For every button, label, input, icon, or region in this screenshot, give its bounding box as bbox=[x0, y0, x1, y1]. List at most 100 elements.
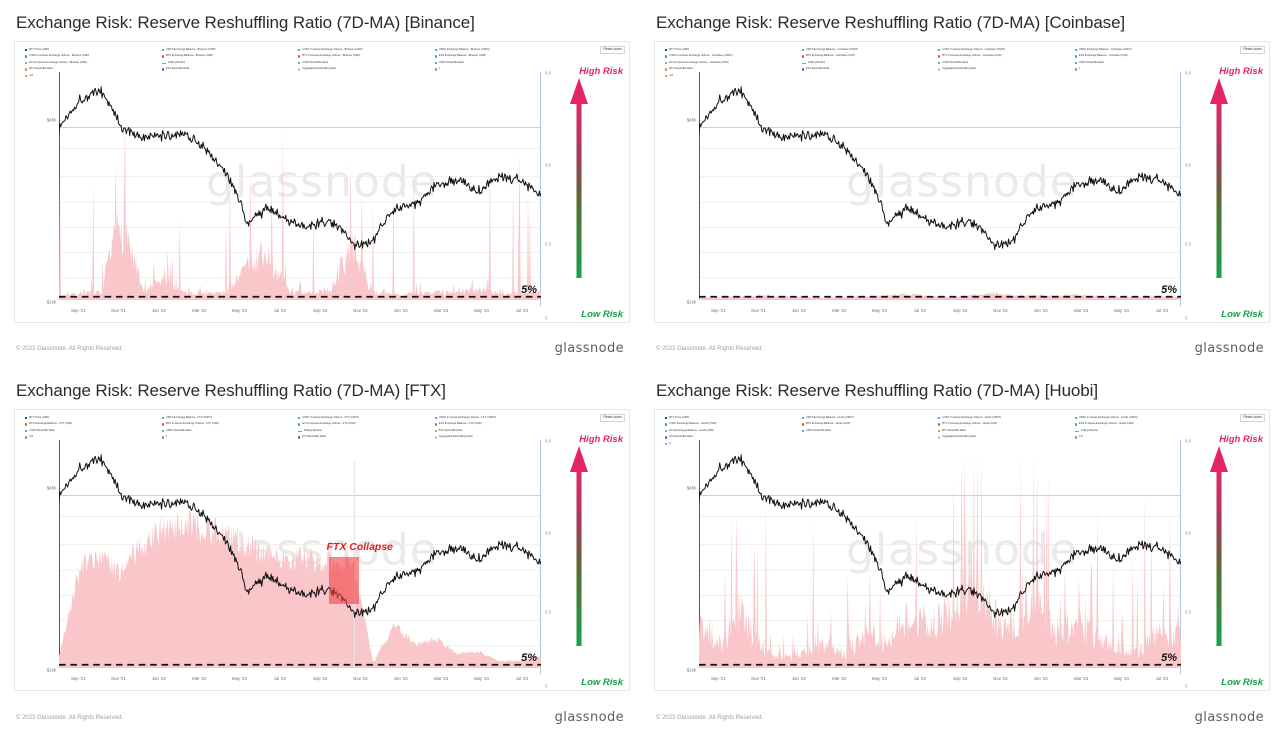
y-axis-left-line bbox=[59, 440, 60, 668]
legend-item-label: ETH Exchange Balance - Binance (USD) bbox=[438, 54, 487, 58]
legend-item-label: Rolling Window bbox=[1080, 428, 1099, 432]
legend-item[interactable]: USDC Reshuffle Ratio bbox=[938, 60, 1073, 66]
legend-item[interactable]: USDT Reshuffle Ratio bbox=[1074, 60, 1210, 66]
legend-item[interactable]: USDT In-House Exchange Volume - Huobi (U… bbox=[938, 415, 1073, 421]
plot-area[interactable]: FTX Collapse bbox=[59, 452, 541, 668]
legend-dot-marker bbox=[938, 423, 941, 426]
reset-zoom-button[interactable]: Reset zoom bbox=[1239, 414, 1265, 422]
legend-item-label: USDC In-House Exchange Volume - Binance … bbox=[29, 54, 90, 58]
legend-item[interactable]: Aggregated Reshuffling Ratio bbox=[938, 66, 1073, 72]
legend-item[interactable]: 0 bbox=[161, 434, 297, 440]
legend-item[interactable]: BTC In-House Exchange Volume - Binance (… bbox=[298, 53, 433, 59]
legend-item-label: 0.8 bbox=[29, 435, 33, 439]
legend-item[interactable]: BTC Price (USD) bbox=[25, 415, 160, 421]
chart-container[interactable]: BTC Price (USD) USDC In-House Exchange Vo… bbox=[654, 41, 1270, 323]
legend-item[interactable]: BTC Exchange Balance - Coinbase (USD) bbox=[801, 53, 937, 59]
legend-item[interactable]: BTC Exchange Balance - FTX (USD) bbox=[25, 421, 160, 427]
legend-dot-marker bbox=[25, 74, 28, 78]
legend-item[interactable]: 0 bbox=[665, 441, 800, 447]
legend-item[interactable]: Aggregated Reshuffling Ratio bbox=[298, 66, 433, 72]
plot-area[interactable] bbox=[699, 452, 1181, 668]
chart-container[interactable]: BTC Price (USD) USDT Exchange Balance - H… bbox=[654, 409, 1270, 691]
legend-item[interactable]: USDC Exchange Balance - Coinbase (USDC) bbox=[1074, 47, 1210, 53]
x-axis-tick: Nov '22 bbox=[993, 308, 1008, 313]
legend-item[interactable]: ETH Exchange Balance - Coinbase (USD) bbox=[1074, 53, 1210, 59]
legend-item[interactable]: Rolling Window bbox=[1074, 428, 1210, 434]
legend-item[interactable]: BTC Price (USD) bbox=[665, 47, 800, 53]
chart-container[interactable]: BTC Price (USD) USDC In-House Exchange Vo… bbox=[14, 41, 630, 323]
legend-item[interactable]: BTC Price (USD) bbox=[25, 47, 160, 53]
legend-dot-marker bbox=[801, 68, 804, 71]
legend-item[interactable]: USDT Exchange Balance - Coinbase (USDT) bbox=[801, 47, 937, 53]
legend-item[interactable]: USDT Exchange Balance - Huobi (USDT) bbox=[665, 421, 800, 427]
legend-item[interactable]: BTC In-House Exchange Volume - Coinbase … bbox=[938, 53, 1073, 59]
legend-item[interactable]: USDT Exchange Balance - FTX (USDT) bbox=[161, 415, 297, 421]
legend-item[interactable]: Rolling Window bbox=[801, 60, 937, 66]
legend-item[interactable]: USDT Reshuffle Ratio bbox=[25, 428, 160, 434]
threshold-label: 5% bbox=[521, 652, 537, 664]
legend-item[interactable]: USDC Exchange Balance - Binance (USDC) bbox=[434, 47, 570, 53]
legend-item[interactable]: Aggregated Reshuffling Ratio bbox=[938, 434, 1073, 440]
glassnode-logo: glassnode bbox=[1194, 341, 1264, 356]
x-axis: Sep '21 Nov '21 Jan '22 Mar '22 May '22 Jul '… bbox=[59, 674, 541, 688]
legend-item[interactable]: ETH Exchange Balance - Binance (USD) bbox=[434, 53, 570, 59]
legend-item[interactable]: ETH In-House Exchange Volume - Coinbase … bbox=[665, 60, 800, 66]
legend-item[interactable]: USDC In-House Exchange Volume - FTX (USD… bbox=[434, 415, 570, 421]
legend-item[interactable]: BTC In-House Exchange Volume - Huobi (US… bbox=[938, 421, 1073, 427]
legend-item[interactable]: ETH Reshuffle Ratio bbox=[298, 434, 433, 440]
legend-item[interactable]: USDT In-House Exchange Volume - Binance … bbox=[298, 47, 433, 53]
legend-item[interactable]: BTC Reshuffle Ratio bbox=[25, 66, 160, 72]
gridline bbox=[699, 544, 1181, 546]
legend-dot-marker bbox=[434, 68, 437, 71]
reset-zoom-button[interactable]: Reset zoom bbox=[599, 414, 625, 422]
legend-item[interactable]: BTC Exchange Balance - Huobi (USD) bbox=[801, 421, 937, 427]
legend-item[interactable]: 0.8 bbox=[665, 73, 800, 79]
panel-title: Exchange Risk: Reserve Reshuffling Ratio… bbox=[656, 381, 1098, 400]
y-axis-right-tick: 0 bbox=[545, 683, 548, 689]
legend-item[interactable]: BTC Reshuffle Ratio bbox=[665, 66, 800, 72]
legend-column: USDT In-House Exchange Volume - Coinbase… bbox=[938, 47, 1073, 79]
legend-item[interactable]: ETH In-House Exchange Volume - Binance (… bbox=[25, 60, 160, 66]
legend-item[interactable]: USDC In-House Exchange Volume - Coinbase… bbox=[665, 53, 800, 59]
legend-item[interactable]: USDT Reshuffle Ratio bbox=[801, 428, 937, 434]
legend-item[interactable]: USDT Exchange Balance - Huobi (USDT) bbox=[801, 415, 937, 421]
legend-item[interactable]: 0.8 bbox=[25, 73, 160, 79]
legend-dot-marker bbox=[298, 61, 301, 65]
legend-item[interactable]: Rolling Window bbox=[161, 60, 297, 66]
legend-dot-marker bbox=[665, 68, 668, 71]
plot-area[interactable] bbox=[59, 84, 541, 300]
legend-item[interactable]: USDT Exchange Balance - Binance (USDT) bbox=[161, 47, 297, 53]
legend-dot-marker bbox=[665, 423, 668, 426]
legend-item[interactable]: USDC Reshuffle Ratio bbox=[161, 428, 297, 434]
legend-item[interactable]: BTC Price (USD) bbox=[665, 415, 800, 421]
legend-item[interactable]: ETH Reshuffle Ratio bbox=[801, 66, 937, 72]
legend-item[interactable]: USDC Reshuffle Ratio bbox=[298, 60, 433, 66]
legend-item[interactable]: ETH Exchange Balance - FTX (USD) bbox=[434, 421, 570, 427]
legend-item[interactable]: ETH Reshuffle Ratio bbox=[161, 66, 297, 72]
legend-item[interactable]: USDC In-House Exchange Volume - Huobi (U… bbox=[1074, 415, 1210, 421]
gridline bbox=[59, 148, 541, 150]
legend-item[interactable]: ETH In-House Exchange Volume - Huobi (US… bbox=[1074, 421, 1210, 427]
legend-item-label: Aggregated Reshuffling Ratio bbox=[942, 435, 977, 439]
legend-item[interactable]: BTC Exchange Balance - Binance (USD) bbox=[161, 53, 297, 59]
y-axis-left-line bbox=[699, 72, 700, 300]
legend-item[interactable]: USDT In-House Exchange Volume - FTX (USD… bbox=[298, 415, 433, 421]
plot-area[interactable] bbox=[699, 84, 1181, 300]
legend-item[interactable]: ETH In-House Exchange Volume - FTX (USD) bbox=[298, 421, 433, 427]
legend-item[interactable]: USDC In-House Exchange Volume - Binance … bbox=[25, 53, 160, 59]
legend-item[interactable]: BTC Reshuffle Ratio bbox=[434, 428, 570, 434]
y-axis-right-tick: 0.6 bbox=[1185, 530, 1191, 536]
x-axis-tick: Sep '21 bbox=[711, 308, 726, 313]
reset-zoom-button[interactable]: Reset zoom bbox=[599, 46, 625, 54]
legend-item[interactable]: USDT Reshuffle Ratio bbox=[434, 60, 570, 66]
legend-item[interactable]: ETH Exchange Balance - Huobi (USD) bbox=[665, 428, 800, 434]
legend-item[interactable]: 0.8 bbox=[25, 434, 160, 440]
legend-item[interactable]: BTC Reshuffle Ratio bbox=[938, 428, 1073, 434]
reset-zoom-button[interactable]: Reset zoom bbox=[1239, 46, 1265, 54]
legend-item[interactable]: USDT In-House Exchange Volume - Coinbase… bbox=[938, 47, 1073, 53]
chart-container[interactable]: BTC Price (USD) BTC Exchange Balance - FT… bbox=[14, 409, 630, 691]
legend-item-label: BTC In-House Exchange Volume - Huobi (US… bbox=[942, 422, 998, 426]
legend-item[interactable]: ETH Reshuffle Ratio bbox=[665, 434, 800, 440]
legend-item[interactable]: Rolling Window bbox=[298, 428, 433, 434]
legend-item[interactable]: BTC In-House Exchange Volume - FTX (USD) bbox=[161, 421, 297, 427]
